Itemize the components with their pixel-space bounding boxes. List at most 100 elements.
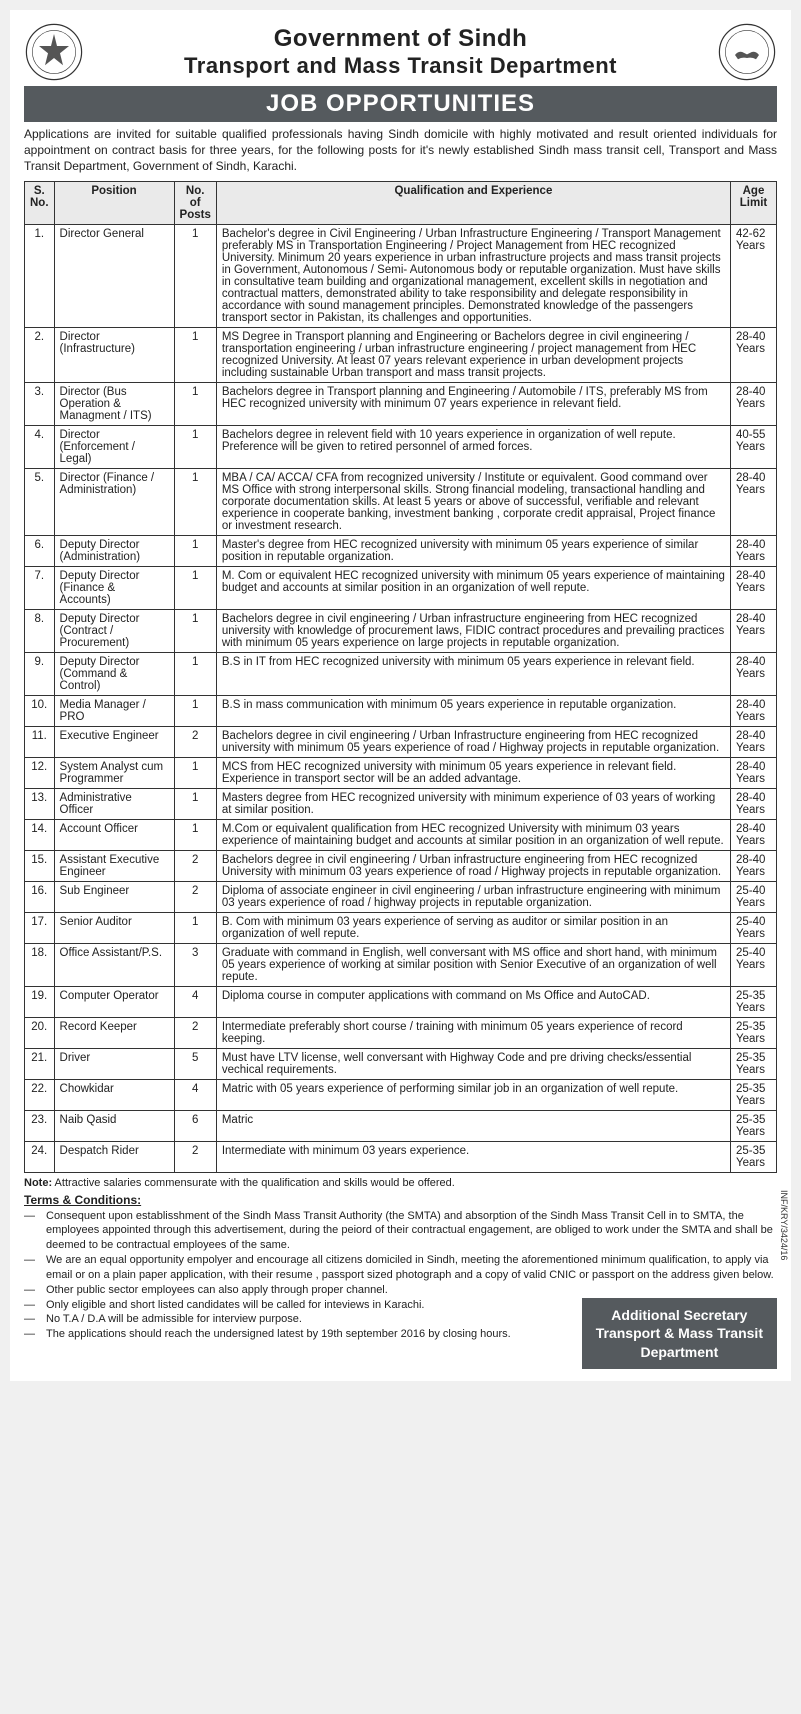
table-row: 24.Despatch Rider2Intermediate with mini… <box>25 1141 777 1172</box>
cell-qual: MCS from HEC recognized university with … <box>216 757 730 788</box>
cell-posts: 1 <box>174 912 216 943</box>
table-row: 21.Driver5Must have LTV license, well co… <box>25 1048 777 1079</box>
table-row: 2.Director (Infrastructure)1MS Degree in… <box>25 327 777 382</box>
cell-age: 28-40 Years <box>731 757 777 788</box>
table-row: 18.Office Assistant/P.S.3Graduate with c… <box>25 943 777 986</box>
cell-age: 28-40 Years <box>731 382 777 425</box>
table-row: 7.Deputy Director (Finance & Accounts)1M… <box>25 566 777 609</box>
cell-qual: Diploma course in computer applications … <box>216 986 730 1017</box>
cell-posts: 1 <box>174 788 216 819</box>
cell-position: Computer Operator <box>54 986 174 1017</box>
table-header-row: S. No. Position No. of Posts Qualificati… <box>25 181 777 224</box>
cell-position: Director (Bus Operation & Managment / IT… <box>54 382 174 425</box>
table-row: 3.Director (Bus Operation & Managment / … <box>25 382 777 425</box>
cell-age: 28-40 Years <box>731 850 777 881</box>
cell-position: Senior Auditor <box>54 912 174 943</box>
cell-qual: Bachelors degree in Transport planning a… <box>216 382 730 425</box>
table-row: 9.Deputy Director (Command & Control)1B.… <box>25 652 777 695</box>
cell-position: Director (Finance / Administration) <box>54 468 174 535</box>
table-row: 19.Computer Operator4Diploma course in c… <box>25 986 777 1017</box>
cell-sn: 14. <box>25 819 55 850</box>
header: Government of Sindh Transport and Mass T… <box>24 22 777 82</box>
page-container: Government of Sindh Transport and Mass T… <box>10 10 791 1381</box>
cell-position: Deputy Director (Finance & Accounts) <box>54 566 174 609</box>
banner-title: JOB OPPORTUNITIES <box>24 86 777 122</box>
cell-age: 25-35 Years <box>731 986 777 1017</box>
note-line: Note: Attractive salaries commensurate w… <box>24 1177 777 1189</box>
cell-qual: Bachelors degree in civil engineering / … <box>216 609 730 652</box>
header-text: Government of Sindh Transport and Mass T… <box>94 25 707 79</box>
table-row: 16.Sub Engineer2Diploma of associate eng… <box>25 881 777 912</box>
cell-qual: B.S in mass communication with minimum 0… <box>216 695 730 726</box>
table-row: 10.Media Manager / PRO1B.S in mass commu… <box>25 695 777 726</box>
cell-posts: 1 <box>174 695 216 726</box>
cell-position: Naib Qasid <box>54 1110 174 1141</box>
cell-sn: 12. <box>25 757 55 788</box>
cell-qual: Must have LTV license, well conversant w… <box>216 1048 730 1079</box>
cell-sn: 18. <box>25 943 55 986</box>
cell-sn: 1. <box>25 224 55 327</box>
cell-qual: M.Com or equivalent qualification from H… <box>216 819 730 850</box>
term-text: No T.A / D.A will be admissible for inte… <box>46 1312 302 1327</box>
cell-posts: 1 <box>174 425 216 468</box>
cell-age: 28-40 Years <box>731 652 777 695</box>
dash-icon: — <box>24 1283 40 1298</box>
cell-sn: 24. <box>25 1141 55 1172</box>
dash-icon: — <box>24 1312 40 1327</box>
cell-sn: 6. <box>25 535 55 566</box>
cell-posts: 1 <box>174 652 216 695</box>
cell-posts: 1 <box>174 327 216 382</box>
cell-position: Account Officer <box>54 819 174 850</box>
term-text: The applications should reach the unders… <box>46 1327 511 1342</box>
cell-position: Administrative Officer <box>54 788 174 819</box>
cell-qual: Matric with 05 years experience of perfo… <box>216 1079 730 1110</box>
cell-age: 28-40 Years <box>731 566 777 609</box>
cell-qual: Bachelors degree in civil engineering / … <box>216 726 730 757</box>
table-row: 11.Executive Engineer2Bachelors degree i… <box>25 726 777 757</box>
cell-position: Office Assistant/P.S. <box>54 943 174 986</box>
cell-posts: 4 <box>174 986 216 1017</box>
cell-qual: B.S in IT from HEC recognized university… <box>216 652 730 695</box>
cell-age: 25-35 Years <box>731 1141 777 1172</box>
cell-posts: 3 <box>174 943 216 986</box>
cell-posts: 2 <box>174 850 216 881</box>
cell-age: 28-40 Years <box>731 726 777 757</box>
cell-qual: Intermediate preferably short course / t… <box>216 1017 730 1048</box>
cell-age: 28-40 Years <box>731 819 777 850</box>
cell-position: Director (Enforcement / Legal) <box>54 425 174 468</box>
cell-sn: 11. <box>25 726 55 757</box>
cell-qual: Matric <box>216 1110 730 1141</box>
cell-position: Driver <box>54 1048 174 1079</box>
cell-position: Deputy Director (Administration) <box>54 535 174 566</box>
cell-age: 25-35 Years <box>731 1017 777 1048</box>
cell-sn: 21. <box>25 1048 55 1079</box>
cell-qual: Master's degree from HEC recognized univ… <box>216 535 730 566</box>
cell-sn: 2. <box>25 327 55 382</box>
cell-qual: B. Com with minimum 03 years experience … <box>216 912 730 943</box>
cell-age: 25-35 Years <box>731 1110 777 1141</box>
cell-position: Media Manager / PRO <box>54 695 174 726</box>
cell-sn: 5. <box>25 468 55 535</box>
cell-sn: 22. <box>25 1079 55 1110</box>
cell-qual: Intermediate with minimum 03 years exper… <box>216 1141 730 1172</box>
cell-position: Director General <box>54 224 174 327</box>
jobs-table: S. No. Position No. of Posts Qualificati… <box>24 181 777 1173</box>
cell-position: Deputy Director (Contract / Procurement) <box>54 609 174 652</box>
dash-icon: — <box>24 1209 40 1224</box>
cell-position: Director (Infrastructure) <box>54 327 174 382</box>
table-row: 4.Director (Enforcement / Legal)1Bachelo… <box>25 425 777 468</box>
table-row: 22.Chowkidar4Matric with 05 years experi… <box>25 1079 777 1110</box>
cell-qual: MBA / CA/ ACCA/ CFA from recognized univ… <box>216 468 730 535</box>
dept-title: Transport and Mass Transit Department <box>94 53 707 79</box>
cell-posts: 4 <box>174 1079 216 1110</box>
cell-qual: Diploma of associate engineer in civil e… <box>216 881 730 912</box>
cell-posts: 1 <box>174 468 216 535</box>
cell-posts: 2 <box>174 726 216 757</box>
dash-icon: — <box>24 1253 40 1268</box>
table-row: 23.Naib Qasid6Matric25-35 Years <box>25 1110 777 1141</box>
gov-title: Government of Sindh <box>94 25 707 53</box>
cell-age: 40-55 Years <box>731 425 777 468</box>
cell-position: Record Keeper <box>54 1017 174 1048</box>
term-text: Other public sector employees can also a… <box>46 1283 388 1298</box>
cell-posts: 1 <box>174 535 216 566</box>
